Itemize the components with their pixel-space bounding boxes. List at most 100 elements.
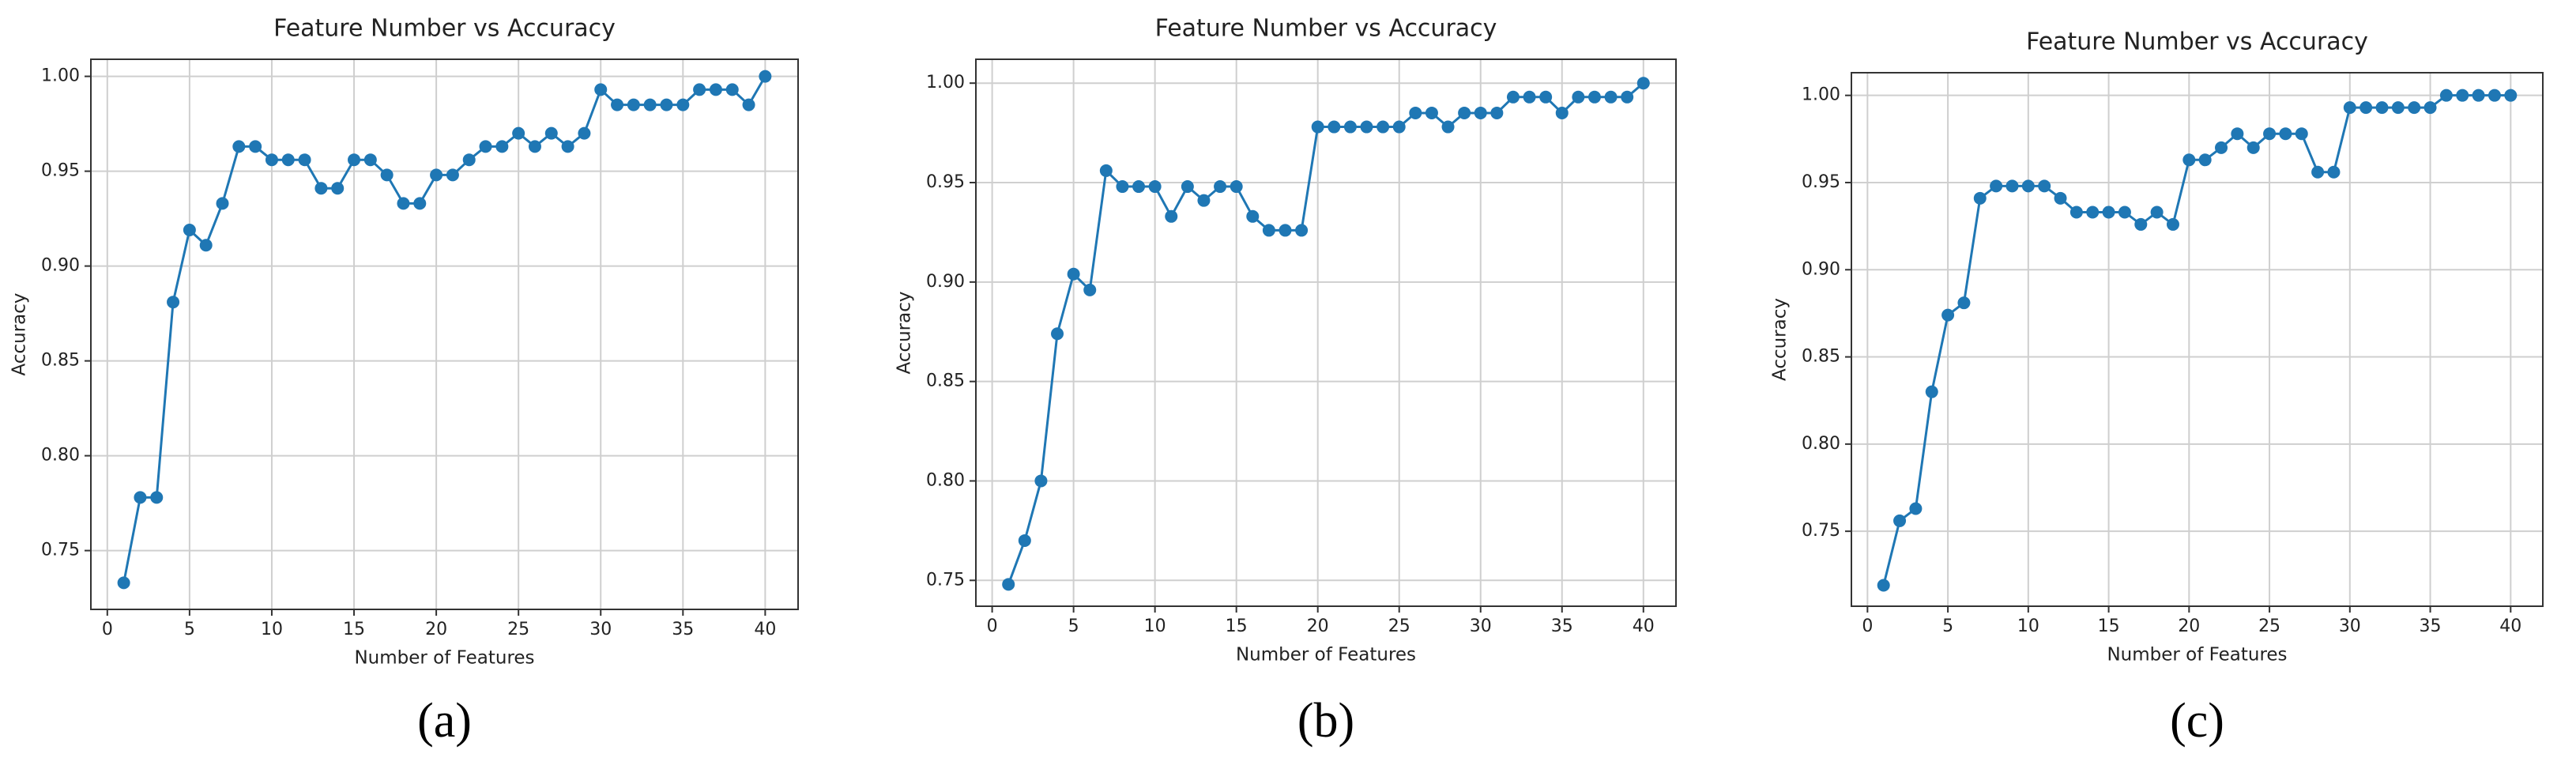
data-point [1877,579,1890,592]
data-point [676,98,690,111]
data-point [1957,296,1971,310]
x-tick-label: 35 [2420,617,2442,636]
data-point [1197,194,1211,207]
chart-title: Feature Number vs Accuracy [1155,15,1497,43]
data-point [2391,101,2405,115]
x-tick-label: 10 [2017,617,2039,636]
data-point [281,153,295,167]
x-tick-label: 40 [754,620,776,639]
data-point [528,140,541,153]
data-point [314,182,328,195]
data-point [2215,141,2228,154]
data-point [1279,224,1292,237]
data-point [479,140,492,153]
data-point [1409,106,1422,119]
data-point [1621,90,1634,104]
data-point [2456,89,2469,102]
data-point [1246,209,1260,223]
data-point [2069,206,2083,219]
data-point [1099,164,1113,177]
y-tick-label: 0.75 [41,541,80,560]
panel-caption: (b) [1297,694,1354,748]
y-tick-label: 0.95 [41,161,80,181]
data-point [134,491,147,504]
data-point [1083,283,1097,296]
data-point [1909,502,1923,515]
data-point [643,98,657,111]
data-point [627,98,640,111]
y-tick-label: 0.90 [926,272,965,292]
data-point [1311,120,1324,134]
data-point [2086,206,2100,219]
data-point [1587,90,1601,104]
data-point [2198,153,2212,167]
x-tick-label: 5 [184,620,195,639]
x-tick-label: 5 [1942,617,1953,636]
data-point [1523,90,1536,104]
y-axis-label: Accuracy [1770,298,1791,381]
y-axis-label: Accuracy [894,291,915,374]
chart-panel: 0 5 10 15 20 25 30 35 40 0.75 0.80 0.85 0.90 0.95 1.00… [9,15,799,748]
data-point [1051,327,1064,341]
data-line [122,75,766,583]
data-point [2487,89,2501,102]
data-point [199,239,213,252]
data-point [446,168,459,182]
x-tick-label: 20 [1307,617,1329,636]
data-point [2150,206,2164,219]
x-tick-label: 15 [2098,617,2120,636]
x-tick-label: 30 [1470,617,1492,636]
data-point [2343,101,2356,115]
data-point [2439,89,2453,102]
data-point [363,153,377,167]
data-point [2166,217,2179,231]
x-tick-label: 0 [987,617,998,636]
data-point [1392,120,1406,134]
data-point [1572,90,1585,104]
data-point [1636,77,1650,90]
data-point [1018,534,1031,547]
x-tick-label: 40 [2499,617,2521,636]
x-axis-label: Number of Features [2107,645,2287,666]
x-tick-label: 30 [589,620,612,639]
y-tick-label: 0.75 [1802,521,1840,541]
x-tick-label: 5 [1068,617,1079,636]
data-point [1214,180,1227,194]
data-point [2472,89,2485,102]
data-point [167,296,180,309]
data-point [512,126,525,140]
y-tick-label: 0.90 [41,256,80,276]
y-tick-label: 1.00 [1802,85,1840,105]
data-point [759,70,772,83]
data-point [1539,90,1553,104]
data-point [348,153,361,167]
data-point [462,153,476,167]
data-point [298,153,311,167]
x-tick-label: 10 [261,620,283,639]
x-tick-label: 35 [672,620,694,639]
data-point [1990,179,2003,193]
data-point [660,98,673,111]
y-tick-label: 0.90 [1802,259,1840,279]
data-point [1925,385,1938,398]
data-point [594,83,608,96]
data-point [1343,120,1357,134]
data-point [1132,180,1146,194]
data-point [742,98,755,111]
data-point [2423,101,2437,115]
data-point [2375,101,2389,115]
y-tick-label: 0.80 [1802,434,1840,454]
data-point [1295,224,1309,237]
data-point [1067,267,1080,281]
data-point [331,182,345,195]
x-tick-label: 15 [343,620,365,639]
data-point [561,140,574,153]
data-point [2263,127,2277,141]
data-point [430,168,443,182]
x-tick-label: 0 [1862,617,1873,636]
data-point [1034,474,1048,488]
data-point [1148,180,1162,194]
y-tick-label: 0.95 [1802,172,1840,192]
y-tick-label: 0.95 [926,172,965,192]
